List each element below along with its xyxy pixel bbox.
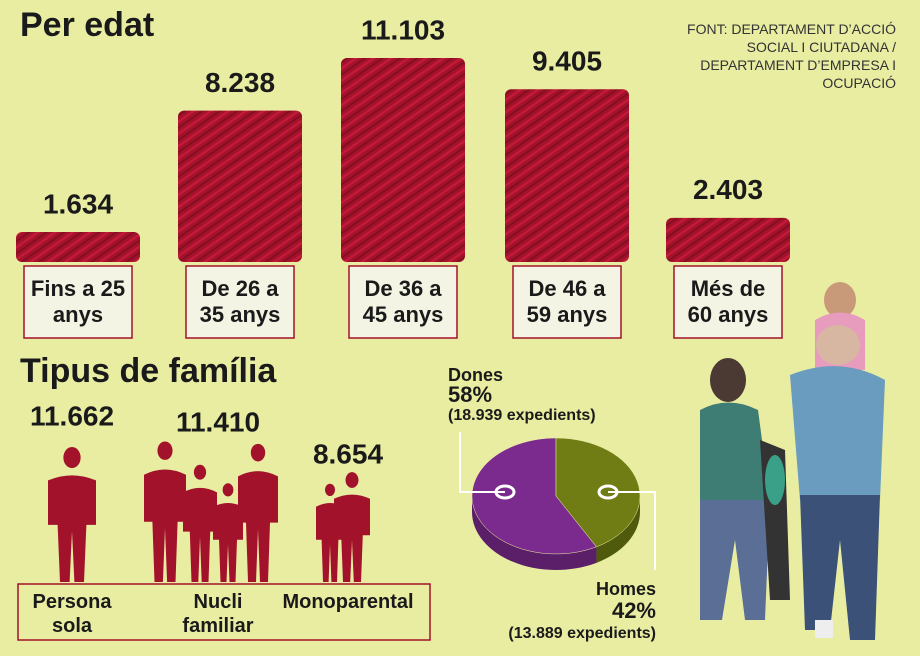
value-label: 9.405: [532, 46, 602, 77]
x-tick-label: De 26 a 35 anys: [190, 276, 290, 328]
x-tick-label: De 36 a 45 anys: [353, 276, 453, 328]
pictogram: [144, 441, 278, 582]
x-tick-label: Fins a 25 anys: [28, 276, 128, 328]
x-tick-label: Persona sola: [20, 590, 124, 638]
family-title: Tipus de família: [20, 352, 276, 391]
value-label: 8.654: [313, 438, 383, 469]
x-tick-label: Més de 60 anys: [678, 276, 778, 328]
legend-label: Homes: [596, 579, 656, 599]
value-label: 2.403: [693, 174, 763, 205]
pictogram: [48, 447, 96, 582]
annotation: (18.939 expedients): [448, 407, 596, 424]
bar: [16, 232, 140, 262]
annotation: (13.889 expedients): [508, 625, 656, 642]
chart-canvas: 1.634 8.238 11.103 9.405 2.403 11.662 11.410 8.…: [0, 0, 920, 656]
value-label: 11.410: [176, 406, 260, 437]
value-label: 58%: [448, 382, 492, 407]
infographic: 1.634 8.238 11.103 9.405 2.403 11.662 11.410 8.…: [0, 0, 920, 656]
value-label: 11.103: [361, 14, 445, 45]
x-tick-label: Monoparental: [268, 590, 428, 614]
pictogram: [316, 472, 370, 582]
bar: [341, 58, 465, 262]
x-tick-label: Nucli familiar: [166, 590, 270, 638]
value-label: 42%: [612, 598, 656, 623]
value-label: 1.634: [43, 188, 113, 219]
bar: [666, 218, 790, 262]
bar-title: Per edat: [20, 6, 154, 45]
bar: [178, 111, 302, 262]
x-tick-label: De 46 a 59 anys: [517, 276, 617, 328]
source: FONT: DEPARTAMENT D’ACCIÓ SOCIAL I CIUTA…: [676, 20, 896, 92]
value-label: 8.238: [205, 67, 275, 98]
bar: [505, 89, 629, 262]
value-label: 11.662: [30, 400, 114, 431]
